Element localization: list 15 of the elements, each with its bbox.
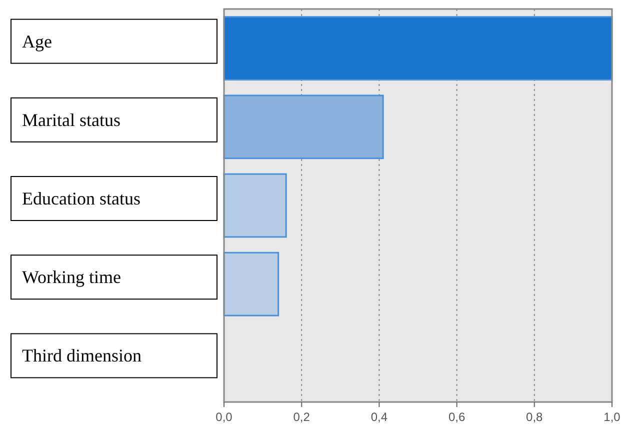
bar <box>223 94 384 160</box>
y-tick-label: Age <box>22 31 52 52</box>
bar <box>223 16 613 80</box>
y-tick-label: Working time <box>22 267 122 288</box>
y-tick-label: Marital status <box>22 110 120 130</box>
y-tick-label: Third dimension <box>22 346 142 366</box>
x-tick-label: 0,4 <box>370 410 388 424</box>
x-tick-label: 0,2 <box>293 410 310 424</box>
x-tick-label: 0,8 <box>526 410 544 424</box>
x-tick-label: 0,0 <box>216 410 233 424</box>
x-tick-label: 0,6 <box>448 410 466 424</box>
bar <box>223 173 287 238</box>
bar <box>223 252 280 316</box>
x-tick-label: 1,0 <box>604 410 621 424</box>
y-tick-label: Education status <box>22 188 140 208</box>
